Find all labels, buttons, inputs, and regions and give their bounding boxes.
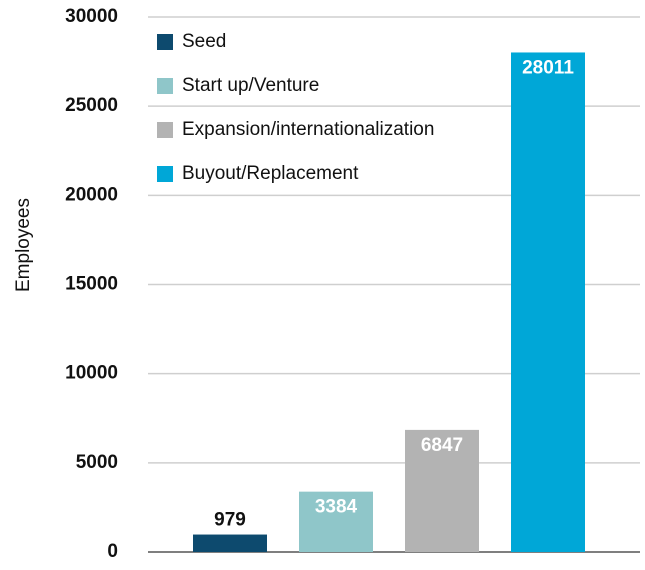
y-tick-label: 20000 — [65, 184, 118, 205]
data-label: 979 — [214, 510, 246, 531]
y-tick-label: 5000 — [76, 452, 118, 473]
y-tick-label: 15000 — [65, 274, 118, 295]
legend-swatch — [157, 78, 173, 94]
y-tick-label: 0 — [107, 541, 118, 562]
legend-label: Buyout/Replacement — [182, 163, 359, 184]
legend-swatch — [157, 34, 173, 50]
data-label: 3384 — [315, 497, 358, 518]
bar — [299, 491, 373, 552]
bar — [405, 429, 479, 552]
legend-label: Expansion/internationalization — [182, 119, 434, 140]
bar — [511, 52, 585, 553]
bar — [193, 534, 267, 552]
legend-swatch — [157, 122, 173, 138]
y-tick-label: 10000 — [65, 363, 118, 384]
legend-label: Seed — [182, 31, 226, 52]
data-label: 6847 — [421, 435, 463, 456]
data-label: 28011 — [522, 57, 574, 78]
legend-swatch — [157, 166, 173, 182]
y-tick-label: 25000 — [65, 95, 118, 116]
y-tick-label: 30000 — [65, 6, 118, 27]
y-axis-label: Employees — [13, 198, 34, 292]
legend-label: Start up/Venture — [182, 75, 319, 96]
